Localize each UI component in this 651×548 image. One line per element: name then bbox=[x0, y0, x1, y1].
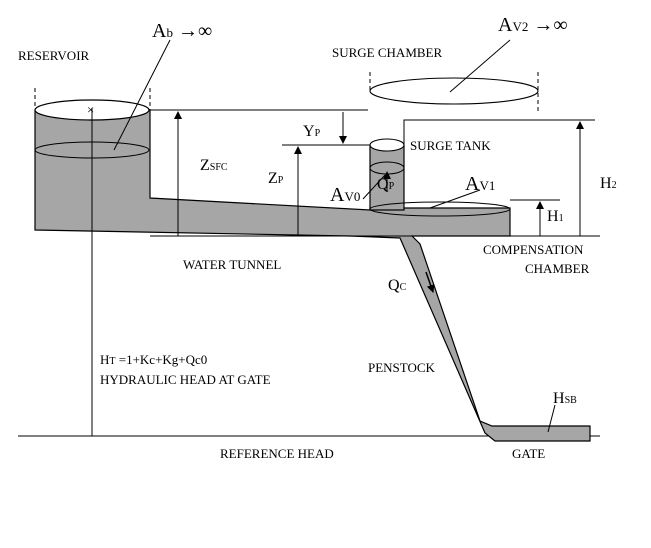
ab-leader bbox=[113, 39, 171, 151]
penstock-flow-arrow bbox=[425, 271, 435, 293]
reference-head-label: REFERENCE HEAD bbox=[220, 446, 334, 461]
compensation-label-line2: CHAMBER bbox=[525, 261, 590, 276]
yp-symbol: YP bbox=[303, 123, 321, 140]
h2-symbol: H2 bbox=[600, 175, 617, 192]
av2-leader bbox=[449, 39, 511, 93]
ab-symbol: Ab →∞ bbox=[152, 20, 212, 42]
hydraulic-head-label: HYDRAULIC HEAD AT GATE bbox=[100, 372, 271, 387]
qp-symbol: QP bbox=[377, 176, 395, 193]
surge-tank-label: SURGE TANK bbox=[410, 138, 491, 153]
reservoir-center-mark: × bbox=[87, 102, 94, 117]
qc-symbol: QC bbox=[388, 277, 407, 294]
water-tunnel-label: WATER TUNNEL bbox=[183, 257, 281, 272]
av0-symbol: AV0 bbox=[330, 184, 360, 206]
hsb-leader bbox=[547, 404, 556, 433]
ht-equation: HT =1+Kc+Kg+Qc0 bbox=[100, 352, 207, 367]
surge-chamber-label: SURGE CHAMBER bbox=[332, 45, 442, 60]
zsfc-symbol: ZSFC bbox=[200, 157, 228, 174]
gate-label: GATE bbox=[512, 446, 545, 461]
av1-leader bbox=[429, 189, 481, 209]
compensation-label-line1: COMPENSATION bbox=[483, 242, 584, 257]
zp-symbol: ZP bbox=[268, 170, 284, 187]
av0-leader bbox=[362, 174, 386, 200]
surge-tank-shape bbox=[369, 119, 595, 217]
penstock-label: PENSTOCK bbox=[368, 360, 436, 375]
av2-symbol: AV2 →∞ bbox=[498, 14, 568, 36]
h1-symbol: H1 bbox=[547, 208, 564, 225]
av1-symbol: AV1 bbox=[465, 173, 495, 195]
surge-chamber-shape bbox=[369, 72, 539, 111]
reservoir-label: RESERVOIR bbox=[18, 48, 90, 63]
hsb-symbol: HSB bbox=[553, 390, 577, 407]
